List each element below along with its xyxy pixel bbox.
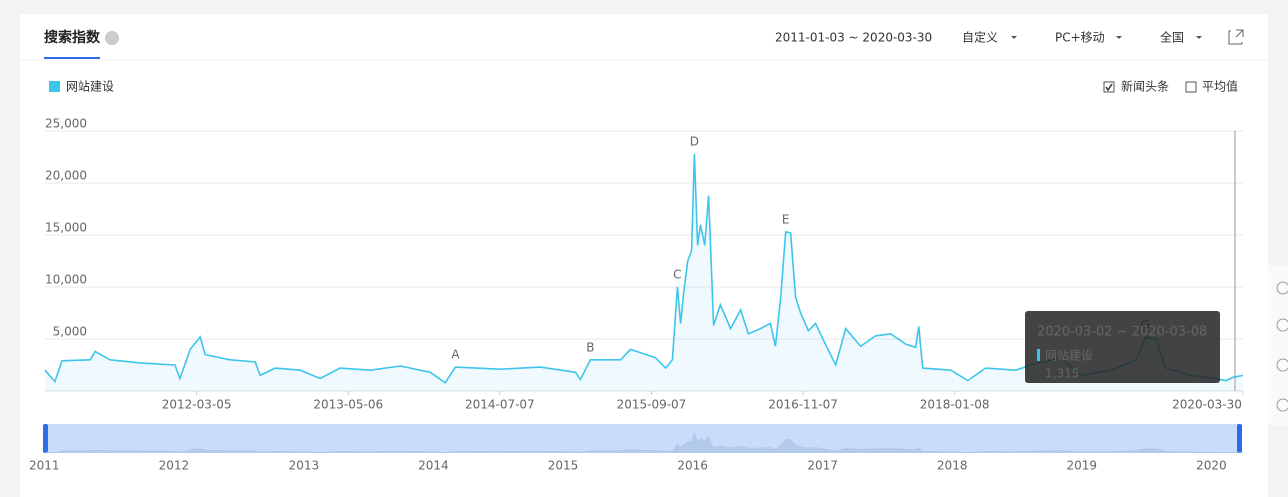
annotation: E (782, 212, 790, 226)
annotation: B (586, 340, 594, 354)
navigator-year: 2011 (29, 459, 60, 473)
annotation: C (673, 268, 681, 282)
annotation: A (451, 348, 460, 362)
date-range[interactable]: 2011-01-03 ~ 2020-03-30 (775, 31, 932, 45)
x-tick-label: 2018-01-08 (920, 398, 990, 412)
caret (1196, 36, 1202, 39)
tooltip: 2020-03-02 ~ 2020-03-08 网站建设 1,315 (1025, 311, 1220, 383)
y-tick-label: 10,000 (45, 273, 87, 287)
navigator-area (45, 432, 1243, 453)
tooltip-box (1025, 311, 1220, 383)
navigator-year: 2014 (418, 459, 449, 473)
tooltip-value: 1,315 (1045, 367, 1079, 381)
period-select[interactable]: 自定义 (962, 30, 998, 45)
caret (1011, 36, 1017, 39)
x-tick-label: 2020-03-30 (1172, 398, 1242, 412)
tooltip-date: 2020-03-02 ~ 2020-03-08 (1037, 325, 1207, 340)
card (20, 14, 1268, 497)
legend-swatch (49, 81, 60, 92)
tab-underline (44, 57, 100, 59)
tooltip-series: 网站建设 (1045, 349, 1093, 363)
checkbox[interactable] (1185, 81, 1197, 93)
option-label[interactable]: 平均值 (1202, 79, 1238, 94)
legend-label[interactable]: 网站建设 (66, 80, 114, 94)
navigator-year: 2018 (937, 459, 968, 473)
navigator-year: 2012 (159, 459, 190, 473)
tooltip-swatch (1037, 349, 1040, 361)
tab[interactable]: 搜索指数 (44, 29, 101, 46)
line (44, 153, 1244, 384)
navigator-year: 2020 (1196, 459, 1227, 473)
check-mark (1105, 83, 1113, 92)
side-tools (1268, 265, 1288, 425)
navigator[interactable] (45, 424, 1241, 453)
device-select[interactable]: PC+移动 (1055, 31, 1105, 45)
navigator-year: 2019 (1067, 459, 1098, 473)
x-tick-label: 2016-11-07 (768, 398, 838, 412)
option-label[interactable]: 新闻头条 (1121, 79, 1169, 94)
caret (1116, 36, 1122, 39)
x-tick-label: 2015-09-07 (617, 398, 687, 412)
y-tick-label: 20,000 (45, 169, 87, 183)
annotation: D (690, 134, 699, 148)
checkbox[interactable] (1103, 81, 1115, 93)
y-tick-label: 5,000 (53, 325, 87, 339)
x-tick-label: 2012-03-05 (162, 398, 232, 412)
x-tick-label: 2014-07-07 (465, 398, 535, 412)
navigator-year: 2016 (677, 459, 708, 473)
navigator-year: 2017 (807, 459, 838, 473)
y-tick-label: 15,000 (45, 221, 87, 235)
export-icon[interactable] (1228, 29, 1244, 45)
navigator-handle[interactable] (1237, 424, 1242, 453)
navigator-year: 2015 (548, 459, 579, 473)
help-icon[interactable] (105, 31, 119, 45)
navigator-handle[interactable] (43, 424, 48, 453)
y-tick-label: 25,000 (45, 117, 87, 131)
region-select[interactable]: 全国 (1160, 30, 1184, 45)
x-tick-label: 2013-05-06 (313, 398, 383, 412)
navigator-year: 2013 (289, 459, 320, 473)
